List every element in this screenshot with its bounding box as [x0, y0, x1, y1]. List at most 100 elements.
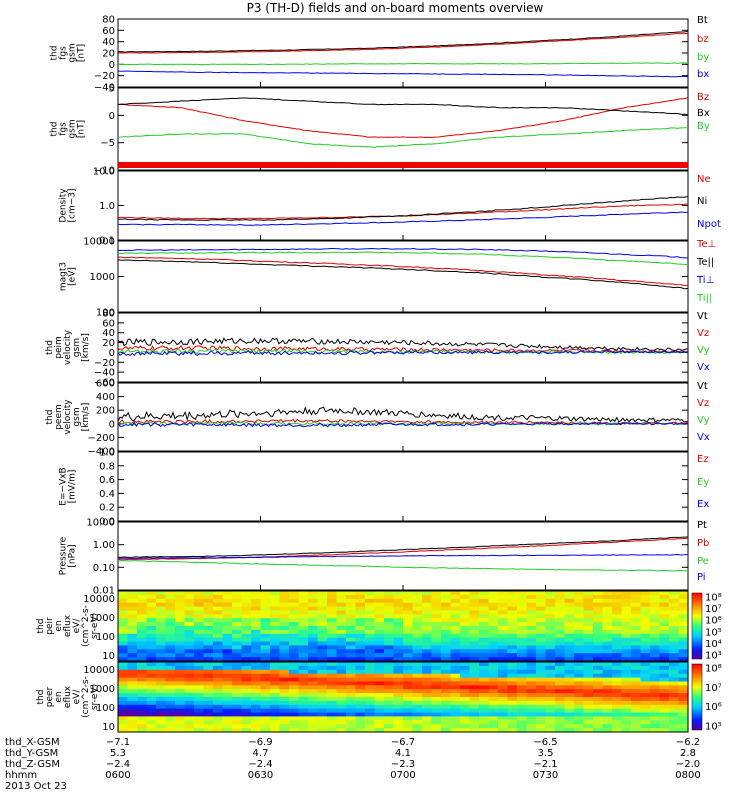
spectrogram-cell: [137, 606, 148, 612]
spectrogram-cell: [260, 665, 271, 671]
spectrogram-cell: [669, 649, 680, 654]
series-line-bz: [117, 32, 689, 54]
spectrogram-cell: [612, 716, 623, 721]
spectrogram-cell: [336, 641, 347, 647]
legend-Bx: Bx: [697, 108, 710, 119]
spectrogram-cell: [346, 681, 357, 686]
spectrogram-cell: [545, 669, 556, 675]
spectrogram-cell: [137, 622, 148, 627]
spectrogram-cell: [137, 665, 148, 671]
spectrogram-cell: [460, 657, 471, 662]
spectrogram-cell: [213, 641, 224, 647]
spectrogram-cell: [403, 591, 414, 596]
spectrogram-cell: [194, 662, 205, 667]
spectrogram-cell: [308, 629, 319, 635]
spectrogram-cell: [346, 606, 357, 612]
spectrogram-cell: [165, 704, 176, 710]
spectrogram-cell: [412, 629, 423, 635]
spectrogram-cell: [298, 653, 309, 658]
spectrogram-cell: [479, 685, 490, 690]
spectrogram-cell: [450, 606, 461, 612]
spectrogram-cell: [336, 657, 347, 662]
spectrogram-cell: [678, 602, 689, 608]
spectrogram-cell: [365, 662, 376, 667]
spectrogram-cell: [574, 657, 585, 662]
spectrogram-cell: [346, 693, 357, 698]
spectrogram-cell: [583, 626, 594, 631]
spectrogram-cell: [213, 669, 224, 675]
y-tick-label: 10000: [83, 665, 115, 676]
spectrogram-cell: [203, 649, 214, 654]
spectrogram-cell: [669, 665, 680, 671]
spectrogram-cell: [165, 689, 176, 694]
legend-by: by: [697, 52, 709, 63]
spectrogram-cell: [393, 716, 404, 721]
spectrogram-cell: [374, 677, 385, 683]
spectrogram-cell: [175, 653, 186, 658]
spectrogram-cell: [137, 689, 148, 694]
spectrogram-cell: [564, 633, 575, 639]
spectrogram-cell: [583, 700, 594, 706]
spectrogram-cell: [175, 657, 186, 662]
spectrogram-cell: [213, 633, 224, 639]
spectrogram-cell: [279, 665, 290, 671]
spectrogram-cell: [488, 720, 499, 725]
spectrogram-cell: [450, 708, 461, 714]
spectrogram-cell: [640, 673, 651, 679]
spectrogram-cell: [678, 689, 689, 694]
spectrogram-cell: [260, 641, 271, 647]
spectrogram-cell: [355, 720, 366, 725]
spectrogram-cell: [507, 704, 518, 710]
spectrogram-cell: [156, 594, 167, 600]
spectrogram-cell: [507, 653, 518, 658]
spectrogram-cell: [270, 645, 281, 650]
spectrogram-cell: [659, 689, 670, 694]
spectrogram-cell: [403, 622, 414, 627]
series-line-Bz: [117, 97, 689, 139]
spectrogram-cell: [574, 677, 585, 683]
spectrogram-cell: [355, 704, 366, 710]
spectrogram-cell: [289, 626, 300, 631]
spectrogram-cell: [336, 610, 347, 615]
spectrogram-cell: [175, 704, 186, 710]
x-axis-value: 5.3: [110, 748, 126, 759]
spectrogram-cell: [431, 606, 442, 612]
spectrogram-cell: [536, 649, 547, 654]
spectrogram-cell: [621, 591, 632, 596]
spectrogram-cell: [650, 618, 661, 623]
spectrogram-cell: [479, 669, 490, 675]
spectrogram-cell: [612, 633, 623, 639]
spectrogram-cell: [479, 720, 490, 725]
spectrogram-cell: [602, 629, 613, 635]
spectrogram-cell: [441, 662, 452, 667]
spectrogram-cell: [118, 598, 129, 604]
spectrogram-cell: [203, 669, 214, 675]
colorbar-tick-label: 10⁴: [705, 639, 722, 650]
spectrogram-cell: [403, 708, 414, 714]
spectrogram-cell: [279, 610, 290, 615]
spectrogram-cell: [650, 697, 661, 702]
spectrogram-cell: [640, 712, 651, 718]
spectrogram-cell: [669, 708, 680, 714]
spectrogram-cell: [545, 614, 556, 619]
spectrogram-cell: [669, 657, 680, 662]
spectrogram-cell: [137, 720, 148, 725]
spectrogram-cell: [289, 657, 300, 662]
spectrogram-cell: [650, 700, 661, 706]
spectrogram-cell: [118, 720, 129, 725]
spectrogram-cell: [213, 681, 224, 686]
spectrogram-cell: [422, 665, 433, 671]
spectrogram-cell: [621, 606, 632, 612]
spectrogram-cell: [222, 591, 233, 596]
x-axis-value: −6.7: [391, 737, 415, 748]
spectrogram-cell: [327, 685, 338, 690]
spectrogram-cell: [583, 677, 594, 683]
spectrogram-cell: [289, 610, 300, 615]
y-axis-label-line: [eV]: [68, 267, 78, 286]
spectrogram-cell: [336, 649, 347, 654]
spectrogram-cell: [621, 641, 632, 647]
spectrogram-cell: [564, 606, 575, 612]
spectrogram-cell: [431, 681, 442, 686]
spectrogram-cell: [175, 720, 186, 725]
spectrogram-cell: [393, 637, 404, 643]
